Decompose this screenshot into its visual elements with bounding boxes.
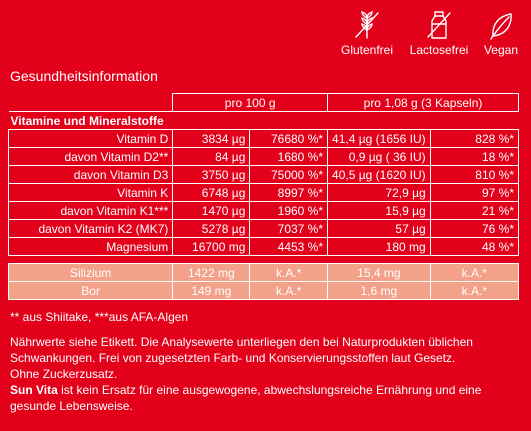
wheat-crossed-icon xyxy=(350,10,384,40)
nutrition-table: pro 100 g pro 1,08 g (3 Kapseln) Vitamin… xyxy=(7,93,520,300)
value-cell: 1,6 mg xyxy=(327,281,431,300)
section-title-row: Vitamine und Mineralstoffe xyxy=(8,111,519,130)
value-cell: 4453 %* xyxy=(249,237,329,256)
value-cell: 149 mg xyxy=(172,281,251,300)
leaf-icon xyxy=(484,10,518,40)
section-title: Vitamine und Mineralstoffe xyxy=(8,111,519,130)
nutrient-name-cell: davon Vitamin D2** xyxy=(7,147,174,166)
header-per-serving: pro 1,08 g (3 Kapseln) xyxy=(327,93,519,112)
value-cell: 15,9 µg xyxy=(327,201,431,220)
value-cell: 21 %* xyxy=(429,201,520,220)
notes-block: Nährwerte siehe Etikett. Die Analysewert… xyxy=(10,334,525,414)
vitamin-rows: Vitamin D 3834 µg 76680 %* 41,4 µg (1656 IU… xyxy=(7,129,520,256)
table-row: davon Vitamin K1*** 1470 µg 1960 %* 15,9 µg… xyxy=(7,201,520,220)
value-cell: 3834 µg xyxy=(172,129,251,148)
value-cell: 18 %* xyxy=(429,147,520,166)
value-cell: 76680 %* xyxy=(249,129,329,148)
nutrient-name-cell: Vitamin K xyxy=(7,183,174,202)
nutrient-name-cell: Magnesium xyxy=(7,237,174,256)
notes-paragraph-3: Sun Vita ist kein Ersatz für eine ausgew… xyxy=(10,382,525,414)
value-cell: k.A.* xyxy=(429,263,520,282)
value-cell: 5278 µg xyxy=(172,219,251,238)
brand-name: Sun Vita xyxy=(10,383,58,397)
value-cell: 828 %* xyxy=(429,129,520,148)
value-cell: k.A.* xyxy=(249,281,329,300)
value-cell: 6748 µg xyxy=(172,183,251,202)
badge-glutenfrei: Glutenfrei xyxy=(331,10,403,57)
value-cell: 57 µg xyxy=(327,219,431,238)
value-cell: 84 µg xyxy=(172,147,251,166)
header-empty-cell xyxy=(8,93,174,112)
table-row: davon Vitamin D2** 84 µg 1680 %* 0,9 µg ( 3… xyxy=(7,147,520,166)
value-cell: 75000 %* xyxy=(249,165,329,184)
table-row: davon Vitamin K2 (MK7) 5278 µg 7037 %* 57 µ… xyxy=(7,219,520,238)
section-heading: Gesundheitsinformation xyxy=(10,68,158,84)
notes-paragraph-1: Nährwerte siehe Etikett. Die Analysewert… xyxy=(10,335,473,365)
value-cell: k.A.* xyxy=(429,281,520,300)
badge-vegan: Vegan xyxy=(475,10,527,57)
badge-row: Glutenfrei Lactosefrei Vegan xyxy=(331,10,527,57)
milk-crossed-icon xyxy=(422,10,456,40)
notes-paragraph-3-text: ist kein Ersatz für eine ausgewogene, ab… xyxy=(10,383,482,413)
value-cell: 48 %* xyxy=(429,237,520,256)
value-cell: 97 %* xyxy=(429,183,520,202)
value-cell: 3750 µg xyxy=(172,165,251,184)
value-cell: 0,9 µg ( 36 IU) xyxy=(327,147,431,166)
value-cell: 1960 %* xyxy=(249,201,329,220)
badge-lactosefrei: Lactosefrei xyxy=(403,10,475,57)
value-cell: 16700 mg xyxy=(172,237,251,256)
value-cell: 1470 µg xyxy=(172,201,251,220)
badge-label: Lactosefrei xyxy=(409,43,469,57)
badge-label: Glutenfrei xyxy=(340,43,394,57)
table-row: Vitamin D 3834 µg 76680 %* 41,4 µg (1656 IU… xyxy=(7,129,520,148)
value-cell: 1422 mg xyxy=(172,263,251,282)
nutrient-name-cell: Silizium xyxy=(7,263,174,282)
value-cell: 72,9 µg xyxy=(327,183,431,202)
value-cell: 41,4 µg (1656 IU) xyxy=(327,129,431,148)
table-row: Bor 149 mg k.A.* 1,6 mg k.A.* xyxy=(7,281,520,300)
table-header-row: pro 100 g pro 1,08 g (3 Kapseln) xyxy=(8,93,519,112)
value-cell: 180 mg xyxy=(327,237,431,256)
value-cell: 7037 %* xyxy=(249,219,329,238)
value-cell: k.A.* xyxy=(249,263,329,282)
nutrient-name-cell: Bor xyxy=(7,281,174,300)
table-row: Vitamin K 6748 µg 8997 %* 72,9 µg 97 %* xyxy=(7,183,520,202)
nutrient-name-cell: Vitamin D xyxy=(7,129,174,148)
value-cell: 40,5 µg (1620 IU) xyxy=(327,165,431,184)
footnote: ** aus Shiitake, ***aus AFA-Algen xyxy=(10,310,189,324)
value-cell: 15,4 mg xyxy=(327,263,431,282)
badge-label: Vegan xyxy=(483,43,519,57)
table-row: davon Vitamin D3 3750 µg 75000 %* 40,5 µg (… xyxy=(7,165,520,184)
value-cell: 8997 %* xyxy=(249,183,329,202)
value-cell: 1680 %* xyxy=(249,147,329,166)
nutrient-name-cell: davon Vitamin D3 xyxy=(7,165,174,184)
value-cell: 76 %* xyxy=(429,219,520,238)
row-gap xyxy=(9,256,519,264)
notes-paragraph-2: Ohne Zuckerzusatz. xyxy=(10,367,118,381)
table-row: Silizium 1422 mg k.A.* 15,4 mg k.A.* xyxy=(7,263,520,282)
mineral-rows: Silizium 1422 mg k.A.* 15,4 mg k.A.* Bor 149 m… xyxy=(7,263,520,300)
nutrient-name-cell: davon Vitamin K1*** xyxy=(7,201,174,220)
nutrient-name-cell: davon Vitamin K2 (MK7) xyxy=(7,219,174,238)
value-cell: 810 %* xyxy=(429,165,520,184)
header-per-100g: pro 100 g xyxy=(172,93,329,112)
table-row: Magnesium 16700 mg 4453 %* 180 mg 48 %* xyxy=(7,237,520,256)
